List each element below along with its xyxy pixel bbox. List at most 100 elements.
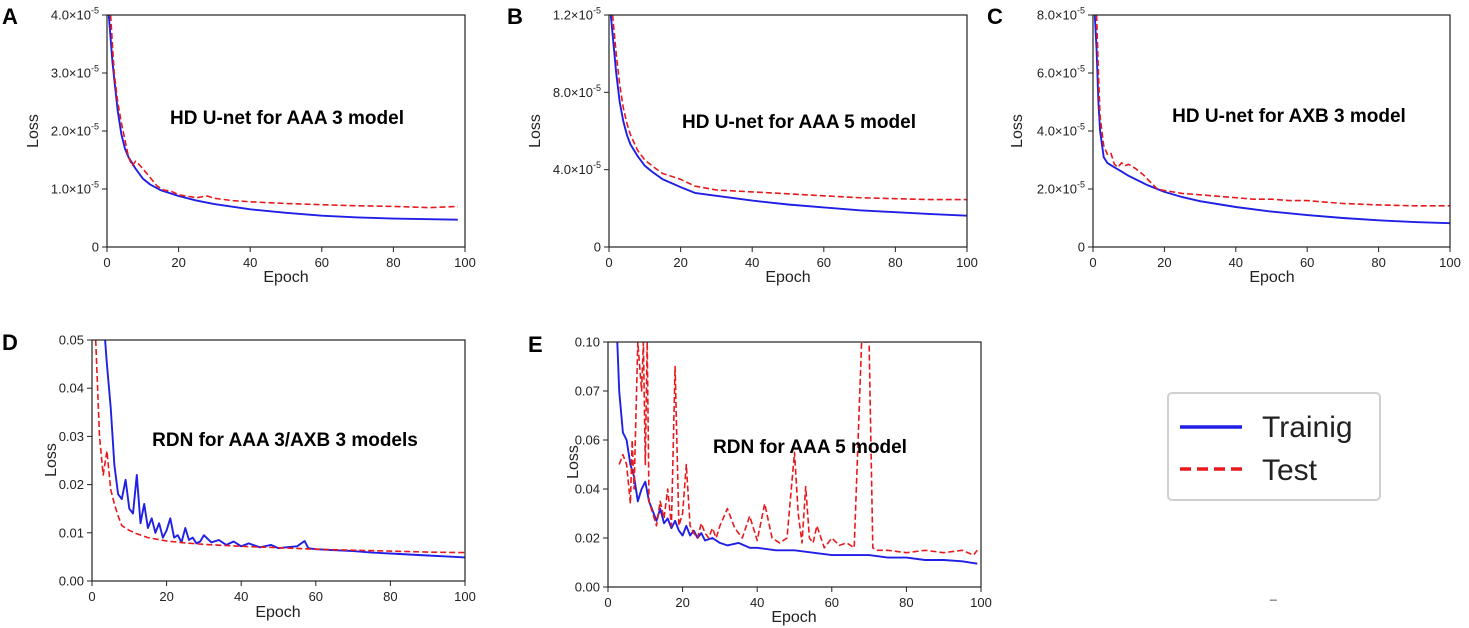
test-series-line (618, 342, 978, 556)
x-tick-label: 80 (1371, 255, 1385, 270)
series-group (1093, 15, 1450, 225)
x-tick-label: 40 (243, 255, 257, 270)
test-series-line (109, 15, 458, 209)
training-series-line (107, 15, 458, 221)
x-tick-label: 60 (825, 595, 839, 610)
panel-d: 0 20 40 60 80 100 0.00 0.01 0.02 0.03 0.04 0.05 Epoc… (2, 330, 476, 621)
x-tick-label: 40 (234, 589, 248, 604)
y-tick-label: 0.07 (575, 384, 600, 399)
panel-title: HD U-net for AAA 3 model (170, 108, 404, 129)
y-tick-label: 2.0×10-5 (51, 122, 99, 139)
panel-letter: D (2, 330, 18, 355)
training-series-line (609, 15, 967, 217)
y-tick-label: 8.0×10-5 (553, 83, 601, 100)
y-axis-label: Loss (1009, 114, 1026, 148)
x-tick-label: 20 (1157, 255, 1171, 270)
x-tick-label: 100 (454, 255, 476, 270)
stray-mark: _ (1269, 587, 1277, 601)
x-axis-label: Epoch (771, 609, 816, 626)
y-tick-label: 0.04 (575, 482, 600, 497)
x-tick-label: 60 (309, 589, 323, 604)
panel-letter: C (987, 4, 1003, 29)
panel-title: RDN for AAA 3/AXB 3 models (152, 430, 418, 451)
plot-frame (607, 341, 982, 588)
x-tick-label: 0 (88, 589, 95, 604)
y-tick-label: 0.00 (575, 580, 600, 595)
x-tick-label: 80 (386, 255, 400, 270)
x-tick-label: 100 (970, 595, 992, 610)
y-tick-label: 0.02 (575, 531, 600, 546)
legend-box (1167, 392, 1381, 501)
training-series-line (616, 342, 978, 565)
y-axis-label: Loss (527, 114, 544, 148)
y-tick-label: 1.0×10-5 (51, 180, 99, 197)
x-tick-label: 0 (605, 255, 612, 270)
legend-test-label: Test (1262, 454, 1318, 487)
plot-frame (91, 339, 466, 582)
y-tick-label: 0.01 (59, 525, 84, 540)
x-tick-label: 100 (1439, 255, 1461, 270)
y-axis-label: Loss (565, 445, 582, 479)
panel-letter: E (528, 332, 543, 357)
x-tick-label: 80 (899, 595, 913, 610)
y-tick-label: 8.0×10-5 (1037, 6, 1085, 23)
y-tick-label: 0.04 (59, 381, 84, 396)
x-tick-label: 60 (315, 255, 329, 270)
y-axis-label: Loss (25, 114, 42, 148)
x-tick-label: 0 (604, 595, 611, 610)
test-series-line (1095, 15, 1450, 207)
y-tick-label: 0 (1078, 240, 1085, 255)
y-tick-label: 0.03 (59, 429, 84, 444)
y-tick-label: 1.2×10-5 (553, 6, 601, 23)
x-tick-label: 100 (454, 589, 476, 604)
panel-c: 0 20 40 60 80 100 0 2.0×10-5 4.0×10-5 6.0×10-5 8.0… (987, 4, 1461, 286)
panel-letter: A (2, 4, 18, 29)
y-tick-label: 0 (92, 240, 99, 255)
series-group (94, 340, 465, 559)
y-axis-label: Loss (43, 443, 60, 477)
x-tick-label: 20 (159, 589, 173, 604)
panel-a: 0 20 40 60 80 100 0 1.0×10-5 2.0×10-5 3.0×10-5 4.0… (2, 4, 476, 286)
panel-title: HD U-net for AAA 5 model (682, 112, 916, 133)
panel-b: 0 20 40 60 80 100 0 4.0×10-5 8.0×10-5 1.2×10-5 Epo… (507, 4, 978, 286)
y-tick-label: 4.0×10-5 (1037, 122, 1085, 139)
x-axis-label: Epoch (263, 269, 308, 286)
x-tick-label: 40 (1229, 255, 1243, 270)
x-tick-label: 20 (673, 255, 687, 270)
x-axis-label: Epoch (1249, 269, 1294, 286)
test-series-line (94, 340, 465, 554)
panel-title: HD U-net for AXB 3 model (1172, 106, 1406, 127)
y-tick-label: 4.0×10-5 (51, 6, 99, 23)
x-tick-label: 0 (103, 255, 110, 270)
y-tick-label: 6.0×10-5 (1037, 64, 1085, 81)
x-tick-label: 80 (888, 255, 902, 270)
series-group (107, 15, 458, 221)
x-tick-label: 80 (383, 589, 397, 604)
y-tick-label: 2.0×10-5 (1037, 180, 1085, 197)
series-group (609, 15, 967, 217)
x-tick-label: 100 (956, 255, 978, 270)
test-series-line (611, 15, 967, 201)
y-tick-label: 0.02 (59, 477, 84, 492)
x-tick-label: 40 (750, 595, 764, 610)
training-series-line (1093, 15, 1450, 225)
y-tick-label: 0.00 (59, 574, 84, 589)
y-tick-label: 4.0×10-5 (553, 160, 601, 177)
y-tick-label: 0.10 (575, 335, 600, 350)
panel-letter: B (507, 4, 523, 29)
y-tick-label: 0.06 (575, 433, 600, 448)
y-tick-label: 0.05 (59, 333, 84, 348)
x-tick-label: 0 (1089, 255, 1096, 270)
y-tick-label: 0 (594, 240, 601, 255)
y-tick-label: 3.0×10-5 (51, 64, 99, 81)
legend: Trainig Test (1167, 392, 1381, 501)
x-tick-label: 20 (675, 595, 689, 610)
x-axis-label: Epoch (255, 604, 300, 621)
x-tick-label: 60 (817, 255, 831, 270)
panel-title: RDN for AAA 5 model (713, 437, 907, 458)
series-group (616, 342, 978, 565)
x-tick-label: 40 (745, 255, 759, 270)
plot-frame (608, 14, 968, 248)
x-tick-label: 20 (171, 255, 185, 270)
